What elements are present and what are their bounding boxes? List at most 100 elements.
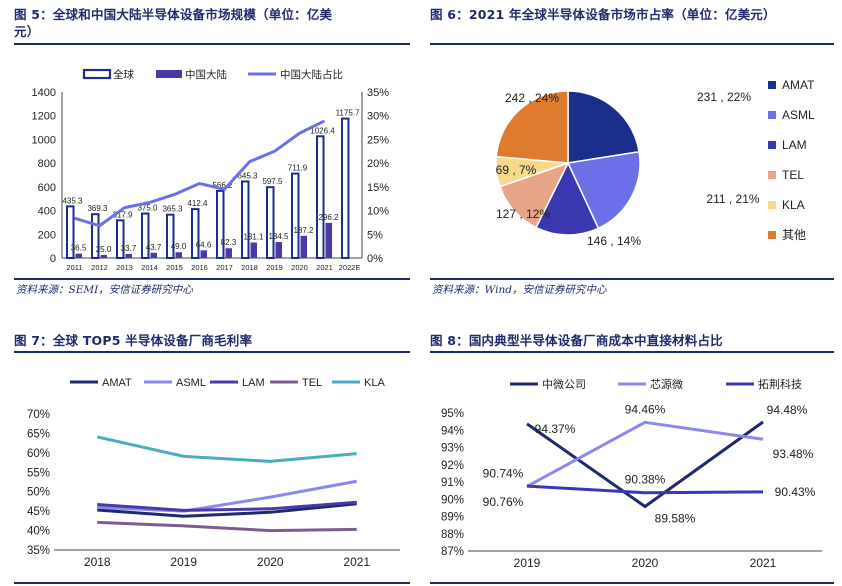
fig8-line-2 (526, 484, 764, 495)
fig5-source: 资料来源：SEMI，安信证券研究中心 (16, 284, 193, 296)
fig6-title: 图 6：2021 年全球半导体设备市场市占率（单位：亿美元） (430, 7, 776, 22)
fig5-bar-china (100, 255, 107, 258)
fig7-legend-label-1: ASML (176, 377, 206, 389)
fig7-line-2 (97, 500, 357, 512)
fig5-x-tick: 2011 (66, 263, 82, 272)
fig8-bottom-rule (430, 582, 834, 584)
fig5-x-tick: 2012 (91, 263, 108, 272)
fig5-bar-china (175, 252, 182, 258)
fig5-bar-china (75, 253, 82, 258)
fig5-right-tick: 25% (367, 134, 389, 146)
fig7-line-4 (96, 435, 357, 463)
fig5-right-tick: 20% (367, 158, 389, 170)
fig5-title-line1: 图 5：全球和中国大陆半导体设备市场规模（单位：亿美 (14, 7, 333, 22)
pie-label: 242 , 24% (505, 91, 559, 105)
fig8-y-tick: 91% (441, 477, 464, 489)
fig8-legend-label-1: 芯源微 (650, 377, 683, 391)
fig8-line-0 (526, 420, 764, 508)
fig5-bar-global (66, 205, 75, 260)
fig5-bar-global (141, 212, 150, 260)
fig5-bottom-rule (14, 278, 410, 280)
fig8-data-label: 89.58% (655, 511, 696, 525)
legend-swatch-0 (768, 81, 776, 89)
fig5-bar-china (150, 252, 157, 258)
fig7-y-tick: 70% (27, 409, 50, 421)
fig7-legend-label-2: LAM (242, 377, 265, 389)
fig8-y-tick: 93% (441, 443, 464, 455)
fig8-y-tick: 89% (441, 512, 464, 524)
fig5-label-global: 365.3 (162, 205, 183, 214)
pie-label: 69 , 7% (496, 163, 537, 177)
fig5-right-tick: 10% (367, 206, 389, 218)
fig8-chart: 87% 88% 89% 90% 91% 92% 93% 94% 95% 2019 2020 2021 中… (441, 377, 822, 570)
fig5-title: 图 5：全球和中国大陆半导体设备市场规模（单位：亿美 元） (14, 6, 414, 40)
fig5-label-global: 317.9 (112, 210, 133, 219)
fig8-y-tick: 90% (441, 494, 464, 506)
fig5-label-global: 435.3 (62, 196, 83, 205)
fig5-label-global: 711.9 (288, 164, 308, 173)
legend-swatch-2 (768, 141, 776, 149)
legend-swatch-4 (768, 201, 776, 209)
pie-slice-asml (566, 150, 641, 230)
fig8-y-tick: 94% (441, 425, 464, 437)
fig7-line-1 (97, 479, 358, 513)
fig8-y-tick: 88% (441, 529, 464, 541)
fig7-line-0 (97, 502, 357, 518)
pie-slice-lam (535, 161, 600, 236)
fig5-label-global: 1026.4 (310, 126, 335, 135)
fig8-y-tick: 87% (441, 546, 464, 558)
fig5-label-china: 43.7 (146, 243, 162, 252)
fig8-data-label: 94.46% (625, 402, 666, 416)
fig5-right-tick: 35% (367, 87, 389, 99)
fig7-y-tick: 60% (27, 448, 50, 460)
fig5-label-global: 375.0 (137, 204, 158, 213)
fig5-x-tick: 2018 (241, 263, 258, 272)
fig5-title-rule (14, 43, 410, 45)
fig7-y-tick: 35% (27, 545, 50, 557)
pie-label: 231 , 22% (697, 90, 751, 104)
fig5-label-china: 33.7 (121, 244, 137, 253)
fig5-label-china: 134.5 (268, 232, 289, 241)
fig5-label-china: 131.1 (243, 232, 264, 241)
fig5-label-china: 187.2 (293, 226, 314, 235)
fig8-data-label: 94.37% (535, 422, 576, 436)
fig7-legend-label-0: AMAT (102, 377, 132, 389)
fig5-bar-china (250, 242, 257, 258)
fig7-chart: 35% 40% 45% 50% 55% 60% 65% 70% 2018 2019 2020 2021… (27, 377, 400, 569)
fig7-x-tick: 2021 (343, 555, 370, 569)
fig8-data-label: 90.74% (483, 466, 524, 480)
legend-label-ratio: 中国大陆占比 (280, 68, 343, 81)
fig5-bar-china (200, 250, 207, 258)
fig5-x-tick: 2020 (291, 263, 308, 272)
fig5-title-line2: 元） (14, 24, 40, 39)
fig5-bar-global (241, 180, 250, 259)
fig5-left-tick: 1200 (32, 111, 56, 123)
fig5-x-tick: 2014 (141, 263, 158, 272)
fig5-label-china: 82.3 (221, 238, 237, 247)
fig5-label-global: 412.4 (187, 199, 208, 208)
fig5-label-global: 1175.7 (336, 109, 360, 118)
fig6-chart: 231 , 22% AMAT 211 , 21% ASML 146 , 14% LAM 12… (495, 78, 815, 248)
fig5-right-tick: 15% (367, 182, 389, 194)
fig5-x-tick: 2015 (166, 263, 183, 272)
fig5-left-tick: 200 (38, 229, 56, 241)
fig8-data-label: 90.38% (625, 473, 666, 487)
fig8-x-tick: 2019 (514, 556, 541, 570)
legend-label: LAM (782, 138, 807, 152)
fig7-y-tick: 65% (27, 428, 50, 440)
fig8-data-label: 94.48% (767, 403, 808, 417)
fig5-bar-china (325, 222, 332, 258)
fig5-x-tick: 2022E (339, 263, 361, 272)
fig8-data-label: 90.76% (483, 495, 524, 509)
fig5-ratio-line (74, 119, 326, 228)
fig5-bar-global (216, 189, 225, 259)
fig7-x-tick: 2020 (257, 555, 284, 569)
fig7-y-tick: 45% (27, 506, 50, 518)
fig7-title: 图 7：全球 TOP5 半导体设备厂商毛利率 (14, 333, 253, 348)
fig5-bar-china (125, 254, 132, 258)
fig5-label-china: 25.0 (96, 245, 112, 254)
fig5-label-global: 645.3 (237, 171, 258, 180)
fig5-label-china: 296.2 (318, 213, 339, 222)
fig7-y-tick: 40% (27, 526, 50, 538)
fig5-right-tick: 5% (367, 229, 383, 241)
